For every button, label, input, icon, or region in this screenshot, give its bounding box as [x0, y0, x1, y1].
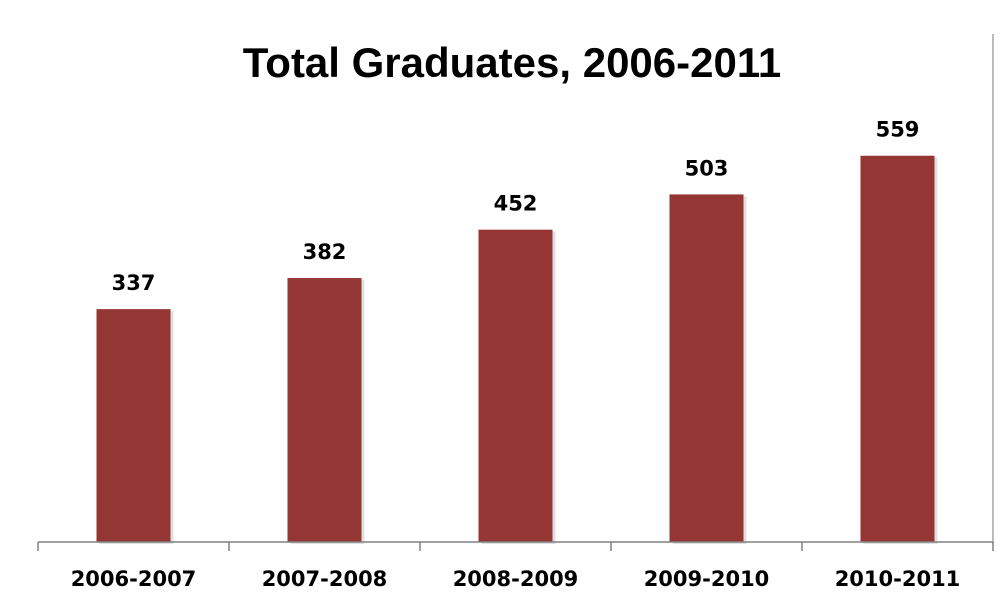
- value-label-2006-2007: 337: [112, 271, 156, 295]
- x-tick-label-2010-2011: 2010-2011: [835, 567, 961, 591]
- value-label-2009-2010: 503: [685, 156, 729, 180]
- x-tick-label-2009-2010: 2009-2010: [644, 567, 770, 591]
- value-label-2008-2009: 452: [494, 192, 538, 216]
- bar-2007-2008: [287, 278, 362, 542]
- bar-2010-2011: [860, 155, 935, 542]
- value-labels-layer: 337 382 452 503 559: [112, 118, 920, 295]
- value-label-2007-2008: 382: [303, 240, 347, 264]
- bar-2008-2009: [478, 229, 553, 542]
- bar-2009-2010: [669, 194, 744, 542]
- bar-2006-2007: [96, 309, 171, 542]
- x-tick-label-2008-2009: 2008-2009: [453, 567, 579, 591]
- x-axis: 2006-2007 2007-2008 2008-2009 2009-2010 2010…: [37, 541, 994, 591]
- x-tick-label-2006-2007: 2006-2007: [71, 567, 197, 591]
- value-label-2010-2011: 559: [876, 118, 920, 142]
- chart-title: Total Graduates, 2006-2011: [243, 39, 782, 86]
- x-tick-label-2007-2008: 2007-2008: [262, 567, 388, 591]
- bars-layer: [96, 155, 938, 544]
